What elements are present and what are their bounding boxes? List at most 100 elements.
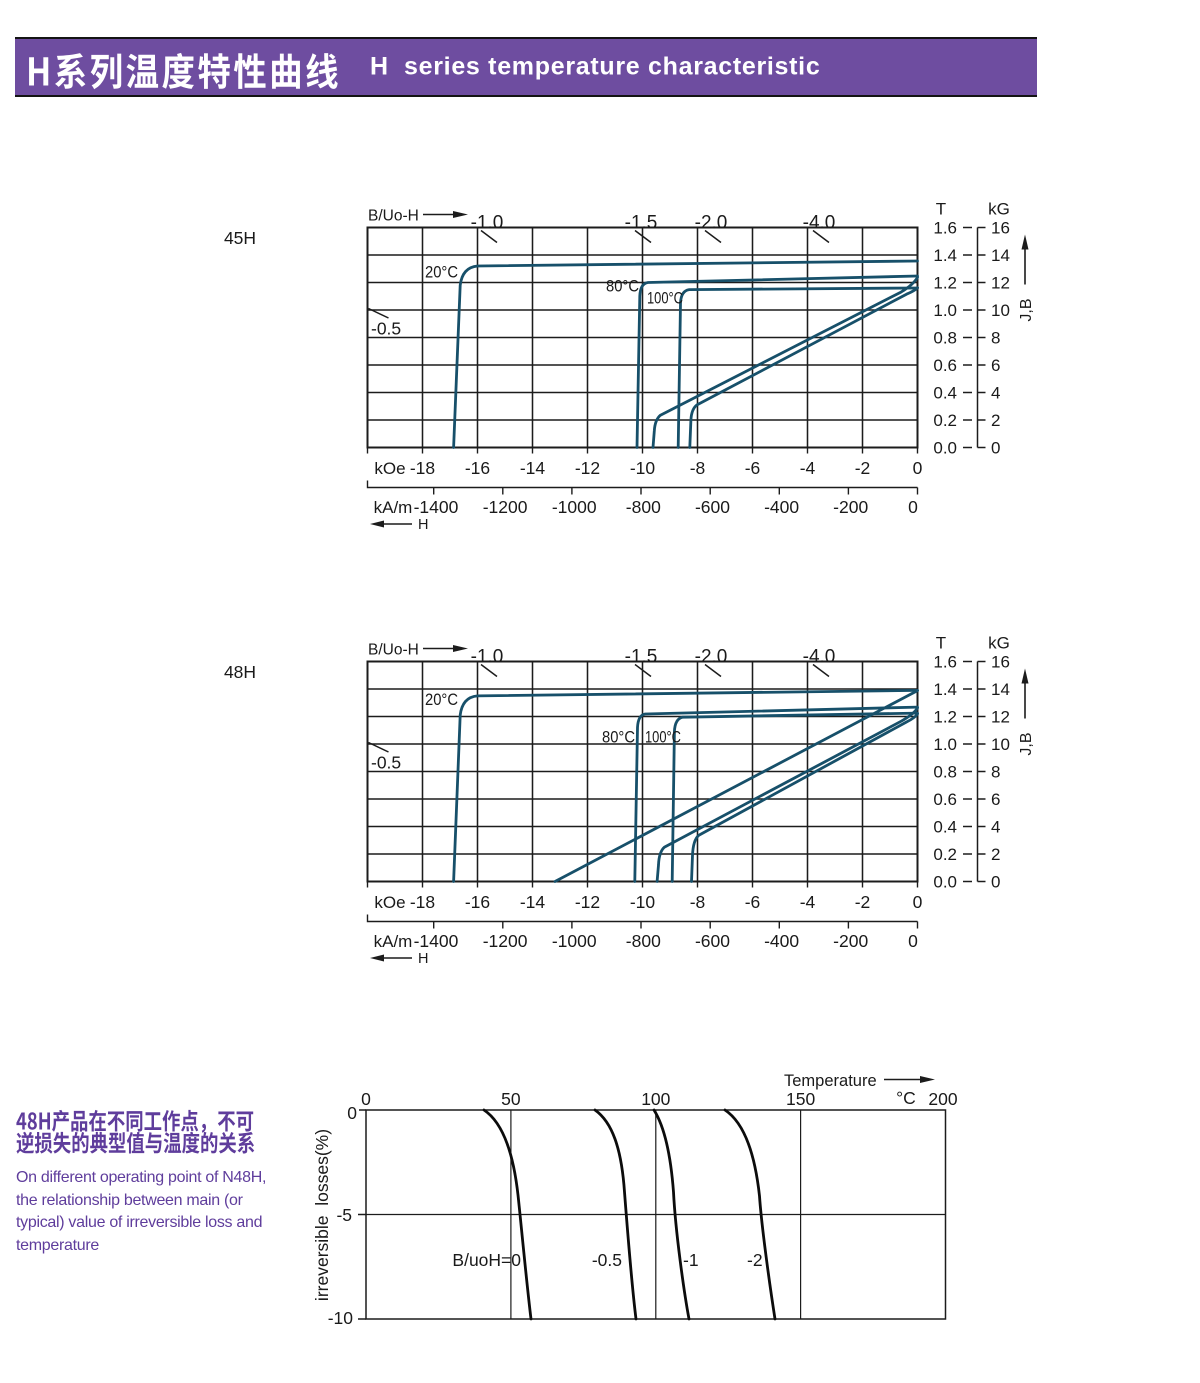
svg-text:6: 6: [991, 790, 1000, 809]
svg-text:-2.0: -2.0: [695, 213, 728, 234]
svg-text:-8: -8: [690, 892, 706, 912]
svg-text:-5: -5: [336, 1205, 352, 1225]
svg-text:1.0: 1.0: [933, 735, 957, 754]
svg-text:8: 8: [991, 763, 1000, 782]
svg-text:H: H: [418, 951, 428, 967]
svg-text:0: 0: [908, 497, 918, 517]
svg-text:10: 10: [991, 735, 1010, 754]
svg-text:12: 12: [991, 274, 1010, 293]
svg-text:0.2: 0.2: [933, 845, 957, 864]
svg-text:-2: -2: [855, 458, 871, 478]
svg-text:-2: -2: [855, 892, 871, 912]
svg-text:1.6: 1.6: [933, 653, 957, 672]
svg-text:1.4: 1.4: [933, 680, 957, 699]
svg-text:0.8: 0.8: [933, 329, 957, 348]
svg-text:-0.5: -0.5: [371, 319, 401, 339]
svg-text:-12: -12: [575, 458, 600, 478]
svg-text:200: 200: [928, 1089, 957, 1109]
svg-text:100°C: 100°C: [645, 729, 681, 747]
svg-text:100: 100: [641, 1089, 670, 1109]
svg-text:-1.0: -1.0: [471, 647, 504, 668]
svg-text:16: 16: [991, 219, 1010, 238]
svg-text:1.2: 1.2: [933, 708, 957, 727]
svg-text:80°C: 80°C: [602, 729, 635, 747]
svg-text:0.6: 0.6: [933, 356, 957, 375]
svg-text:-10: -10: [328, 1308, 354, 1328]
svg-text:-1400: -1400: [414, 931, 459, 951]
svg-text:-800: -800: [626, 497, 661, 517]
svg-text:J,B: J,B: [1018, 299, 1035, 322]
svg-text:kA/m: kA/m: [374, 498, 413, 517]
svg-text:2: 2: [991, 845, 1000, 864]
svg-text:-1.5: -1.5: [625, 647, 658, 668]
svg-text:20°C: 20°C: [425, 264, 458, 282]
svg-text:irreversible losses(%): irreversible losses(%): [312, 1129, 332, 1301]
svg-text:48H: 48H: [224, 662, 256, 682]
svg-text:-0.5: -0.5: [371, 753, 401, 773]
svg-text:0.4: 0.4: [933, 818, 957, 837]
svg-text:-2: -2: [747, 1250, 763, 1270]
svg-text:-1.5: -1.5: [625, 213, 658, 234]
svg-text:0: 0: [361, 1089, 371, 1109]
svg-text:kG: kG: [988, 634, 1010, 653]
svg-text:0.8: 0.8: [933, 763, 957, 782]
svg-text:-1200: -1200: [483, 497, 528, 517]
svg-text:-14: -14: [520, 892, 546, 912]
svg-text:0.0: 0.0: [933, 873, 957, 892]
svg-text:°C: °C: [896, 1088, 916, 1108]
svg-text:-800: -800: [626, 931, 661, 951]
svg-text:B/Uo-H: B/Uo-H: [368, 642, 419, 659]
svg-text:-200: -200: [833, 931, 868, 951]
svg-text:-1000: -1000: [552, 931, 597, 951]
svg-text:-6: -6: [745, 892, 761, 912]
svg-text:-8: -8: [690, 458, 706, 478]
svg-text:kOe: kOe: [374, 893, 405, 912]
svg-text:0: 0: [991, 439, 1000, 458]
svg-text:14: 14: [991, 246, 1010, 265]
svg-text:-1400: -1400: [414, 497, 459, 517]
svg-text:-18: -18: [410, 892, 435, 912]
svg-text:50: 50: [501, 1089, 521, 1109]
svg-text:-200: -200: [833, 497, 868, 517]
svg-text:8: 8: [991, 329, 1000, 348]
svg-text:kA/m: kA/m: [374, 932, 413, 951]
svg-text:4: 4: [991, 384, 1000, 403]
svg-text:0.2: 0.2: [933, 411, 957, 430]
svg-text:45H: 45H: [224, 228, 256, 248]
svg-text:2: 2: [991, 411, 1000, 430]
svg-text:-18: -18: [410, 458, 435, 478]
svg-text:0: 0: [913, 458, 923, 478]
svg-text:T: T: [936, 634, 946, 653]
svg-text:100°C: 100°C: [647, 290, 683, 308]
svg-text:-16: -16: [465, 892, 490, 912]
svg-text:-10: -10: [630, 458, 656, 478]
svg-text:-600: -600: [695, 497, 730, 517]
svg-text:-10: -10: [630, 892, 656, 912]
svg-text:-4: -4: [800, 458, 816, 478]
svg-text:kOe: kOe: [374, 459, 405, 478]
svg-text:-4.0: -4.0: [803, 647, 836, 668]
svg-text:-1.0: -1.0: [471, 213, 504, 234]
svg-text:16: 16: [991, 653, 1010, 672]
svg-text:-1200: -1200: [483, 931, 528, 951]
svg-text:0: 0: [347, 1103, 357, 1123]
svg-text:10: 10: [991, 301, 1010, 320]
svg-text:T: T: [936, 200, 946, 219]
svg-text:20°C: 20°C: [425, 691, 458, 709]
svg-text:-4.0: -4.0: [803, 213, 836, 234]
svg-text:-1000: -1000: [552, 497, 597, 517]
svg-text:1.2: 1.2: [933, 274, 957, 293]
svg-text:4: 4: [991, 818, 1000, 837]
svg-text:-12: -12: [575, 892, 600, 912]
svg-text:-1: -1: [683, 1250, 699, 1270]
svg-text:B/Uo-H: B/Uo-H: [368, 208, 419, 225]
svg-text:0: 0: [908, 931, 918, 951]
svg-text:-400: -400: [764, 931, 799, 951]
svg-text:12: 12: [991, 708, 1010, 727]
svg-text:-6: -6: [745, 458, 761, 478]
svg-text:14: 14: [991, 680, 1010, 699]
svg-text:0.0: 0.0: [933, 439, 957, 458]
svg-text:H: H: [418, 517, 428, 533]
svg-text:1.4: 1.4: [933, 246, 957, 265]
svg-text:-4: -4: [800, 892, 816, 912]
